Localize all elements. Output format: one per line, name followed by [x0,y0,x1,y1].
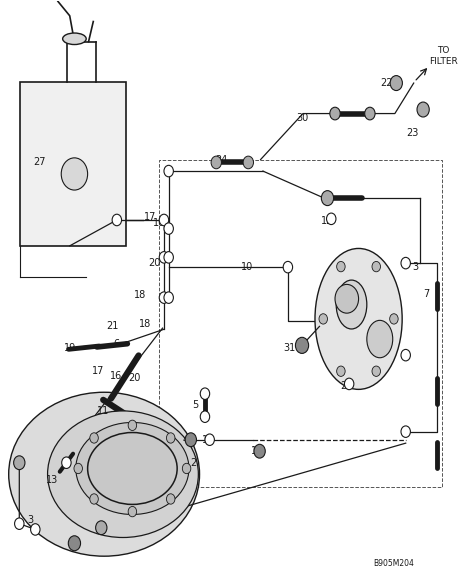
Circle shape [295,338,309,353]
Circle shape [128,420,137,431]
Circle shape [321,191,334,206]
Circle shape [372,261,381,272]
Text: 19: 19 [64,343,76,353]
Circle shape [211,156,221,169]
Text: 16: 16 [110,372,122,381]
Text: 3: 3 [27,515,34,525]
Text: 6: 6 [114,339,120,349]
Text: 11: 11 [97,406,109,416]
Circle shape [74,464,82,473]
Circle shape [96,521,107,535]
Bar [20,82,126,246]
Circle shape [15,518,24,529]
Circle shape [335,284,358,313]
Circle shape [90,494,98,504]
Text: 21: 21 [106,321,118,331]
Circle shape [68,536,81,551]
Circle shape [205,434,214,446]
Circle shape [365,108,375,120]
Circle shape [14,456,25,469]
Ellipse shape [63,33,86,45]
Circle shape [200,388,210,399]
Circle shape [31,524,40,535]
Text: 17: 17 [92,366,104,376]
Text: 27: 27 [33,157,46,168]
Circle shape [319,314,328,324]
Circle shape [112,214,121,226]
Ellipse shape [336,280,367,329]
Circle shape [337,261,345,272]
Text: 10: 10 [201,435,214,444]
Text: 13: 13 [117,429,129,439]
Circle shape [164,223,173,234]
Text: 18: 18 [134,290,146,300]
Circle shape [166,494,175,504]
Circle shape [90,433,98,443]
Circle shape [164,292,173,303]
Text: 9: 9 [322,197,328,206]
Text: 24: 24 [216,154,228,165]
Circle shape [372,366,381,376]
Text: 20: 20 [148,258,161,268]
Text: 22: 22 [381,78,393,88]
Text: 12: 12 [321,216,334,226]
Text: 5: 5 [192,400,199,410]
Text: 16: 16 [153,218,165,228]
Circle shape [164,165,173,177]
Text: 31: 31 [283,343,296,353]
Text: 20: 20 [128,373,140,383]
Text: 30: 30 [296,113,308,123]
Text: 25: 25 [340,381,353,391]
Circle shape [185,433,197,447]
Circle shape [159,251,169,263]
Circle shape [164,251,173,263]
Circle shape [401,349,410,361]
Circle shape [166,433,175,443]
Circle shape [417,102,429,117]
Ellipse shape [9,392,200,556]
Circle shape [182,464,191,473]
Text: 17: 17 [144,212,156,222]
Text: 4: 4 [183,435,189,444]
Text: 3: 3 [412,262,418,272]
Circle shape [243,156,254,169]
Text: 18: 18 [139,318,151,328]
Text: 8: 8 [16,458,22,468]
Bar [159,160,442,487]
Text: 2: 2 [96,524,102,535]
Text: 12: 12 [251,446,263,456]
Ellipse shape [367,320,393,358]
Circle shape [390,314,398,324]
Ellipse shape [315,249,402,390]
Circle shape [159,292,169,303]
Text: 13: 13 [46,475,58,485]
Circle shape [62,457,71,469]
Text: 2: 2 [191,458,197,468]
Text: B905M204: B905M204 [373,560,414,568]
Circle shape [401,257,410,269]
Text: 1: 1 [70,540,76,550]
Text: 7: 7 [423,288,429,299]
Circle shape [61,158,88,190]
Circle shape [283,261,292,273]
Circle shape [327,213,336,225]
Circle shape [390,76,402,91]
Circle shape [128,506,137,517]
Text: 23: 23 [406,128,419,138]
Ellipse shape [76,423,189,514]
Ellipse shape [47,411,198,538]
Circle shape [330,108,340,120]
Circle shape [337,366,345,376]
Circle shape [254,444,265,458]
Circle shape [200,411,210,423]
Circle shape [401,426,410,438]
Text: TO
FILTER: TO FILTER [429,46,458,66]
Text: 10: 10 [241,262,254,272]
Circle shape [159,214,169,226]
Circle shape [345,378,354,390]
